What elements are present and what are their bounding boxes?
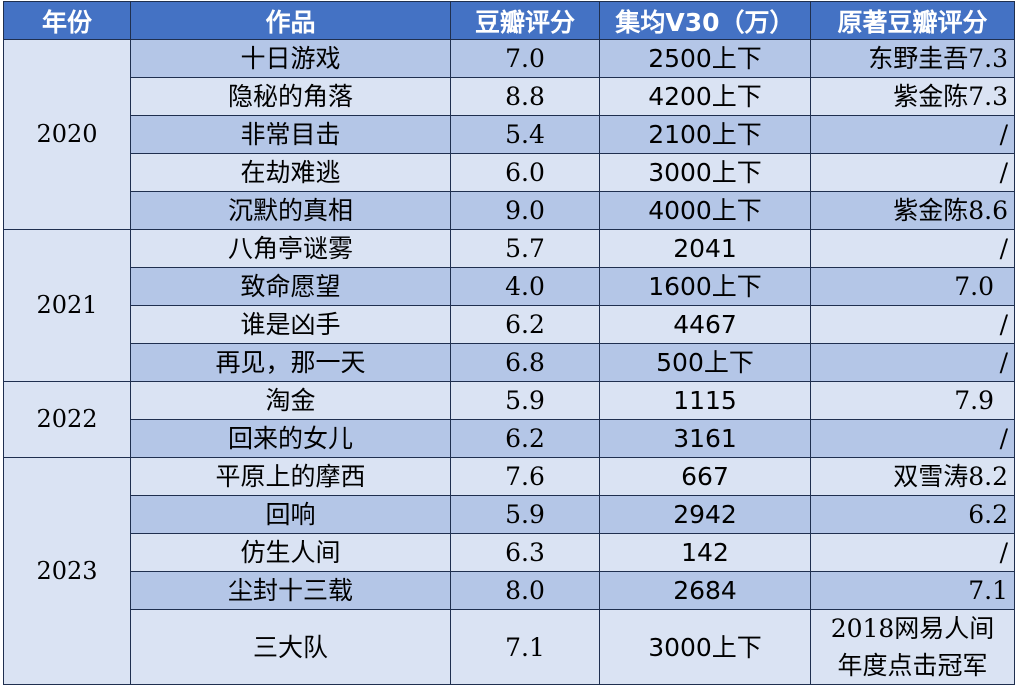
v30-cell: 2500上下: [599, 39, 811, 78]
v30-cell: 500上下: [599, 343, 811, 382]
original-score-cell: 紫金陈7.3: [810, 77, 1015, 116]
original-score-cell: /: [810, 305, 1015, 344]
original-score-cell: /: [810, 153, 1015, 192]
v30-cell: 667: [599, 457, 811, 496]
title-cell: 仿生人间: [130, 533, 451, 572]
score-cell: 8.0: [450, 571, 600, 610]
score-cell: 8.8: [450, 77, 600, 116]
table-row: 致命愿望 4.0 1600上下 7.0: [4, 267, 1015, 306]
score-cell: 6.2: [450, 419, 600, 458]
original-score-cell: /: [810, 419, 1015, 458]
header-original-score: 原著豆瓣评分: [810, 1, 1015, 40]
year-cell: 2021: [3, 229, 131, 382]
table-row: 仿生人间 6.3 142 /: [4, 533, 1015, 572]
original-score-cell: /: [810, 115, 1015, 154]
table-row: 回来的女儿 6.2 3161 /: [4, 419, 1015, 458]
table-row: 隐秘的角落 8.8 4200上下 紫金陈7.3: [4, 77, 1015, 116]
score-cell: 7.0: [450, 39, 600, 78]
title-cell: 三大队: [130, 609, 451, 685]
header-v30: 集均V30（万）: [599, 1, 811, 40]
title-cell: 谁是凶手: [130, 305, 451, 344]
original-score-cell: 东野圭吾7.3: [810, 39, 1015, 78]
title-cell: 在劫难逃: [130, 153, 451, 192]
score-cell: 5.9: [450, 495, 600, 534]
score-cell: 6.0: [450, 153, 600, 192]
v30-cell: 3000上下: [599, 153, 811, 192]
original-score-cell: 7.1: [810, 571, 1015, 610]
v30-cell: 4467: [599, 305, 811, 344]
original-score-cell: 紫金陈8.6: [810, 191, 1015, 230]
table-row: 2020 十日游戏 7.0 2500上下 东野圭吾7.3: [3, 39, 1015, 230]
original-score-cell: /: [810, 533, 1015, 572]
v30-cell: 142: [599, 533, 811, 572]
title-cell: 回来的女儿: [130, 419, 451, 458]
v30-cell: 1600上下: [599, 267, 811, 306]
v30-cell: 2100上下: [599, 115, 811, 154]
title-cell: 八角亭谜雾: [130, 229, 451, 268]
drama-ratings-table: 年份 作品 豆瓣评分 集均V30（万） 原著豆瓣评分 2020 十日游戏 7.0…: [3, 1, 1015, 685]
original-score-cell: 7.0: [810, 267, 1015, 306]
title-cell: 沉默的真相: [130, 191, 451, 230]
original-score-cell: /: [810, 229, 1015, 268]
original-note-line-1: 2018网易人间: [830, 614, 995, 643]
original-score-cell: 7.9: [810, 381, 1015, 420]
table-row: 再见，那一天 6.8 500上下 /: [4, 343, 1015, 382]
original-score-cell: 6.2: [810, 495, 1015, 534]
table-row: 2022 淘金 5.9 1115 7.9: [3, 381, 1015, 458]
v30-cell: 4000上下: [599, 191, 811, 230]
table-row: 三大队 7.1 3000上下 2018网易人间 年度点击冠军: [4, 609, 1015, 685]
table-row: 在劫难逃 6.0 3000上下 /: [4, 153, 1015, 192]
header-year: 年份: [3, 1, 131, 40]
score-cell: 6.3: [450, 533, 600, 572]
year-cell: 2023: [3, 457, 131, 685]
table-row: 2021 八角亭谜雾 5.7 2041 /: [3, 229, 1015, 382]
title-cell: 淘金: [130, 381, 451, 420]
v30-cell: 1115: [599, 381, 811, 420]
score-cell: 4.0: [450, 267, 600, 306]
original-score-cell: 2018网易人间 年度点击冠军: [810, 609, 1015, 685]
score-cell: 5.4: [450, 115, 600, 154]
table-row: 尘封十三载 8.0 2684 7.1: [4, 571, 1015, 610]
score-cell: 5.7: [450, 229, 600, 268]
v30-cell: 2942: [599, 495, 811, 534]
original-score-cell: /: [810, 343, 1015, 382]
score-cell: 6.2: [450, 305, 600, 344]
table-row: 非常目击 5.4 2100上下 /: [4, 115, 1015, 154]
original-note-line-2: 年度点击冠军: [837, 651, 988, 680]
v30-cell: 3000上下: [599, 609, 811, 685]
table-row: 2023 平原上的摩西 7.6 667 双雪涛8.2: [3, 457, 1015, 685]
table-row: 沉默的真相 9.0 4000上下 紫金陈8.6: [4, 191, 1015, 230]
title-cell: 隐秘的角落: [130, 77, 451, 116]
header-title: 作品: [130, 1, 451, 40]
title-cell: 十日游戏: [130, 39, 451, 78]
score-cell: 7.6: [450, 457, 600, 496]
title-cell: 尘封十三载: [130, 571, 451, 610]
year-cell: 2022: [3, 381, 131, 458]
score-cell: 7.1: [450, 609, 600, 685]
v30-cell: 2684: [599, 571, 811, 610]
year-cell: 2020: [3, 39, 131, 230]
score-cell: 6.8: [450, 343, 600, 382]
title-cell: 致命愿望: [130, 267, 451, 306]
title-cell: 平原上的摩西: [130, 457, 451, 496]
table-row: 回响 5.9 2942 6.2: [4, 495, 1015, 534]
v30-cell: 3161: [599, 419, 811, 458]
title-cell: 回响: [130, 495, 451, 534]
header-douban-score: 豆瓣评分: [450, 1, 600, 40]
v30-cell: 4200上下: [599, 77, 811, 116]
header-row: 年份 作品 豆瓣评分 集均V30（万） 原著豆瓣评分: [3, 1, 1015, 40]
title-cell: 非常目击: [130, 115, 451, 154]
table-row: 谁是凶手 6.2 4467 /: [4, 305, 1015, 344]
v30-cell: 2041: [599, 229, 811, 268]
score-cell: 9.0: [450, 191, 600, 230]
title-cell: 再见，那一天: [130, 343, 451, 382]
original-score-cell: 双雪涛8.2: [810, 457, 1015, 496]
score-cell: 5.9: [450, 381, 600, 420]
